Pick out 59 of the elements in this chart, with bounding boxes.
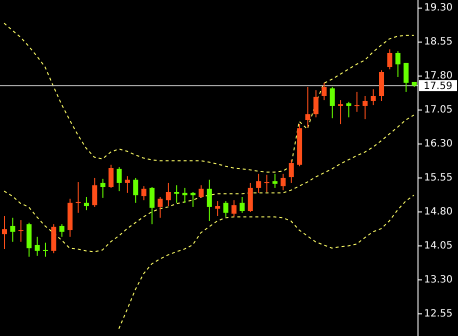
candlestick	[248, 182, 253, 212]
candlestick	[288, 159, 294, 184]
candlestick	[10, 217, 16, 242]
y-tick-label: 12.55	[424, 308, 453, 320]
y-tick-label: 17.05	[424, 104, 453, 116]
candlestick	[198, 184, 204, 198]
candlestick	[215, 200, 220, 216]
candlestick	[100, 178, 106, 198]
y-tick-label: 16.30	[424, 138, 453, 150]
candlestick	[395, 50, 400, 78]
candlestick	[76, 182, 81, 214]
candlestick	[404, 62, 409, 92]
y-tick-label: 13.30	[424, 274, 453, 286]
candlestick	[51, 224, 56, 254]
candlestick	[108, 164, 114, 188]
candlestick	[387, 48, 392, 70]
candlestick	[84, 196, 89, 211]
candlestick	[379, 70, 384, 102]
candlestick	[124, 176, 130, 194]
candlestick	[330, 86, 335, 119]
candlestick	[338, 100, 344, 125]
candlestick	[240, 196, 245, 214]
candlestick	[305, 86, 310, 128]
line-series	[4, 114, 414, 252]
candlestick	[158, 196, 163, 218]
candlestick	[18, 220, 24, 242]
candlestick	[256, 173, 262, 194]
candlestick	[272, 173, 278, 188]
y-tick-label: 14.80	[424, 206, 453, 218]
y-tick-label: 15.55	[424, 172, 453, 184]
candlestick	[231, 200, 236, 218]
candlestick	[313, 90, 318, 118]
candlestick	[141, 186, 146, 201]
y-tick-label: 18.55	[424, 36, 453, 48]
ref-line-label: 17.59	[424, 81, 452, 92]
candlestick	[2, 216, 7, 250]
candlestick	[166, 182, 171, 207]
candlestick	[206, 179, 212, 222]
candlestick	[150, 186, 155, 225]
y-tick-label: 19.30	[424, 2, 453, 14]
candlestick	[92, 177, 98, 208]
candlestick	[322, 82, 327, 101]
y-tick-label: 17.80	[424, 70, 453, 82]
candlestick	[280, 173, 286, 191]
line-series	[118, 194, 414, 330]
candlestick	[174, 184, 180, 204]
candlestick	[34, 236, 40, 256]
candlestick	[59, 224, 64, 238]
candlestick	[354, 91, 360, 112]
y-tick-label: 14.05	[424, 240, 453, 252]
candlestick	[116, 166, 122, 192]
candlestick	[370, 88, 376, 106]
candlestick	[42, 242, 48, 258]
candlestick	[26, 222, 32, 258]
candlestick	[133, 177, 138, 204]
candlestick	[264, 174, 270, 192]
candlestick	[223, 200, 228, 218]
candlestick	[362, 96, 368, 120]
candlestick	[346, 101, 352, 118]
